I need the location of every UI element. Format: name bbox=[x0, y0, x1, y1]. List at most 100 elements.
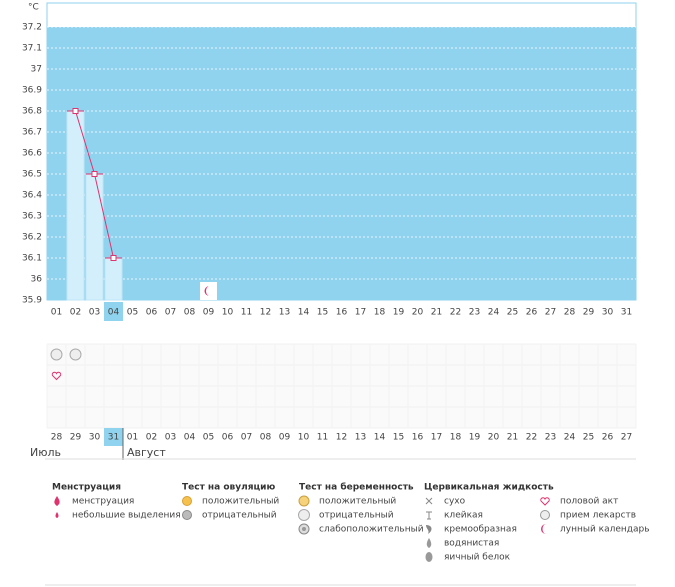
x-tick-label: 12 bbox=[260, 308, 271, 318]
date-label: 13 bbox=[355, 433, 366, 443]
icon-part bbox=[182, 510, 192, 520]
icon-cross bbox=[425, 497, 433, 505]
date-label: 25 bbox=[583, 433, 594, 443]
legend-label: слабоположительный bbox=[319, 525, 424, 535]
x-tick-label: 11 bbox=[241, 308, 252, 318]
date-label: 24 bbox=[564, 433, 576, 443]
x-tick-label: 16 bbox=[336, 308, 348, 318]
legend-title: Цервикальная жидкость bbox=[424, 483, 554, 493]
x-tick-label: 09 bbox=[203, 308, 215, 318]
icon-moon bbox=[541, 524, 546, 534]
date-label: 05 bbox=[203, 433, 214, 443]
icon-water bbox=[426, 538, 432, 548]
date-label: 22 bbox=[526, 433, 537, 443]
month-label: Июль bbox=[30, 446, 61, 459]
icon-part bbox=[540, 497, 550, 506]
legend-label: положительный bbox=[202, 497, 279, 507]
bar bbox=[85, 173, 104, 301]
date-label: 11 bbox=[317, 433, 328, 443]
date-label: 12 bbox=[336, 433, 347, 443]
legend-title: Тест на беременность bbox=[299, 482, 414, 493]
icon-pregnancy-negative bbox=[50, 348, 63, 361]
x-tick-label: 26 bbox=[526, 308, 538, 318]
x-tick-label: 27 bbox=[545, 308, 556, 318]
date-label: 02 bbox=[146, 433, 157, 443]
icon-part bbox=[54, 496, 60, 506]
month-label: Август bbox=[127, 446, 166, 459]
date-label: 17 bbox=[431, 433, 442, 443]
date-label: 18 bbox=[450, 433, 462, 443]
point bbox=[72, 108, 79, 114]
legend-label: лунный календарь bbox=[560, 525, 650, 535]
x-tick-label: 19 bbox=[393, 308, 405, 318]
legend-label: водянистая bbox=[444, 539, 499, 549]
y-tick-label: 36.7 bbox=[22, 128, 42, 138]
legend-label: небольшие выделения bbox=[72, 511, 181, 521]
icon-cream bbox=[426, 525, 432, 534]
legend-label: отрицательный bbox=[202, 511, 277, 521]
selected-date bbox=[104, 428, 123, 446]
icon-pill bbox=[540, 510, 550, 520]
icon-heart bbox=[540, 497, 550, 506]
bar bbox=[104, 257, 123, 301]
x-tick-label: 13 bbox=[279, 308, 290, 318]
date-label: 10 bbox=[298, 433, 310, 443]
legend-label: положительный bbox=[319, 497, 396, 507]
legend-label: прием лекарств bbox=[560, 511, 636, 521]
x-tick-label: 23 bbox=[469, 308, 480, 318]
date-label: 27 bbox=[621, 433, 632, 443]
icon-ov-neg bbox=[182, 510, 192, 520]
icon-part bbox=[540, 510, 550, 520]
x-tick-label: 10 bbox=[222, 308, 234, 318]
point bbox=[110, 255, 117, 261]
y-unit: °C bbox=[28, 3, 39, 13]
icon-part bbox=[69, 348, 82, 361]
x-tick-label: 01 bbox=[51, 308, 62, 318]
legend-title: Тест на овуляцию bbox=[182, 483, 275, 493]
icon-part bbox=[298, 509, 310, 521]
icon-pr-weak bbox=[298, 523, 310, 535]
marker-bg bbox=[200, 282, 217, 300]
x-tick-label: 29 bbox=[583, 308, 595, 318]
x-tick-label: 07 bbox=[165, 308, 176, 318]
icon-part bbox=[302, 527, 306, 531]
icon-part bbox=[426, 511, 432, 520]
y-tick-label: 36.8 bbox=[22, 107, 42, 117]
y-tick-label: 36.6 bbox=[22, 149, 42, 159]
date-label: 07 bbox=[241, 433, 252, 443]
icon-part bbox=[55, 512, 59, 518]
y-tick-label: 37 bbox=[31, 65, 42, 75]
icon-heart bbox=[51, 371, 62, 381]
legend-label: отрицательный bbox=[319, 511, 394, 521]
x-tick-label: 18 bbox=[374, 308, 386, 318]
icon-pregnancy-negative bbox=[69, 348, 82, 361]
y-tick-label: 35.9 bbox=[22, 296, 42, 306]
icon-pregnancy-negative bbox=[298, 509, 310, 521]
x-tick-label: 22 bbox=[450, 308, 461, 318]
icon-part bbox=[50, 348, 63, 361]
date-label: 26 bbox=[602, 433, 614, 443]
icon-pr-pos bbox=[298, 495, 310, 507]
x-tick-label: 15 bbox=[317, 308, 328, 318]
date-label: 09 bbox=[279, 433, 291, 443]
y-tick-label: 36.4 bbox=[22, 191, 42, 201]
legend-label: менструация bbox=[72, 497, 134, 507]
date-label: 29 bbox=[70, 433, 82, 443]
y-tick-label: 36.9 bbox=[22, 86, 42, 96]
y-tick-label: 36.1 bbox=[22, 254, 42, 264]
icon-small-drop bbox=[55, 512, 59, 518]
x-tick-label: 24 bbox=[488, 308, 500, 318]
date-label: 23 bbox=[545, 433, 556, 443]
icon-part bbox=[204, 286, 210, 296]
icon-part bbox=[425, 552, 433, 562]
x-tick-label: 02 bbox=[70, 308, 81, 318]
icon-part bbox=[426, 538, 432, 548]
x-tick-label: 04 bbox=[108, 308, 120, 318]
icon-egg bbox=[425, 552, 433, 562]
x-tick-label: 14 bbox=[298, 308, 310, 318]
date-label: 28 bbox=[51, 433, 63, 443]
date-label: 21 bbox=[507, 433, 518, 443]
plot-area bbox=[47, 27, 636, 300]
x-tick-label: 28 bbox=[564, 308, 576, 318]
